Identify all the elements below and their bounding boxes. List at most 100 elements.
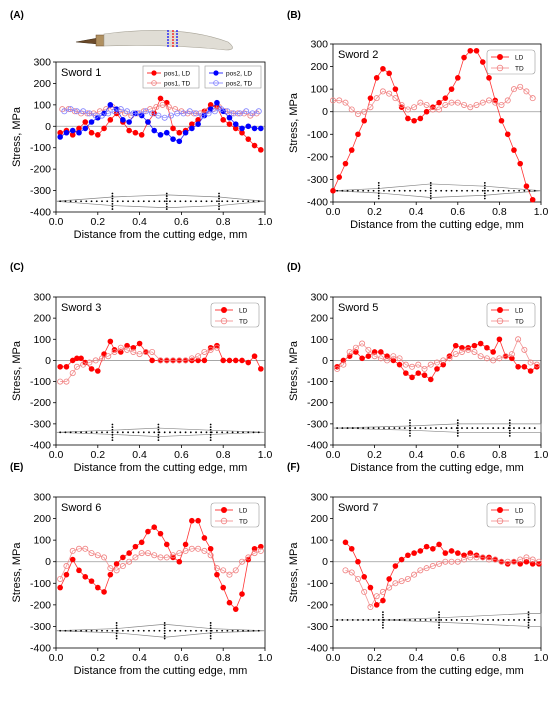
y-tick-label: 300 <box>310 39 328 51</box>
grain-dot-vertical <box>409 424 411 427</box>
data-point <box>90 110 97 117</box>
data-point <box>201 547 208 554</box>
data-point <box>348 147 355 153</box>
grain-dot <box>247 200 250 203</box>
data-point <box>392 86 399 92</box>
data-point <box>78 355 84 362</box>
grain-dot-vertical <box>456 427 459 429</box>
y-tick-label: 200 <box>33 313 51 325</box>
legend-label: pos2, LD <box>226 71 252 78</box>
data-point <box>423 543 430 550</box>
data-point <box>529 95 536 102</box>
x-tick-label: 0.4 <box>409 652 424 664</box>
data-point <box>182 547 189 554</box>
data-point <box>157 95 164 102</box>
data-point <box>130 110 137 117</box>
data-point <box>207 545 214 552</box>
grain-dot <box>106 431 109 434</box>
data-point <box>111 108 118 115</box>
grain-dot <box>351 189 354 192</box>
data-point <box>239 357 245 364</box>
grain-dot <box>367 619 370 621</box>
data-point <box>163 357 170 364</box>
grain-dot <box>476 189 479 192</box>
plot-frame <box>55 296 266 446</box>
data-point <box>342 99 349 106</box>
data-point <box>151 524 158 530</box>
grain-dot <box>64 629 67 632</box>
data-point <box>120 554 126 561</box>
grain-dot <box>148 431 150 434</box>
legend-label: LD <box>515 55 524 62</box>
grain-dot <box>221 200 224 203</box>
legend-box <box>486 302 536 328</box>
data-point <box>226 357 233 364</box>
grain-dot-vertical <box>163 624 166 627</box>
data-point <box>258 147 264 153</box>
data-point <box>57 134 63 140</box>
data-point <box>515 363 521 370</box>
grain-dot-vertical <box>382 624 384 627</box>
data-point <box>429 106 436 113</box>
data-point <box>182 129 189 136</box>
data-point <box>195 117 201 123</box>
grain-dot-vertical <box>483 182 486 184</box>
data-point <box>224 108 231 115</box>
grain-dot-vertical <box>218 205 220 208</box>
data-point <box>74 355 80 362</box>
data-point <box>226 121 233 127</box>
grain-dot-vertical <box>157 426 160 429</box>
legend-marker <box>221 507 227 513</box>
data-point <box>193 110 200 117</box>
data-point <box>411 571 418 578</box>
x-tick-label: 0.0 <box>49 216 64 228</box>
data-point <box>442 95 449 101</box>
data-point <box>157 554 164 561</box>
data-point <box>398 101 405 108</box>
grain-dot-vertical <box>157 428 160 431</box>
data-point <box>461 552 467 559</box>
data-point <box>107 102 114 108</box>
data-point <box>527 359 534 366</box>
grain-dot <box>419 619 422 621</box>
y-axis-label: Stress, MPa <box>288 340 300 401</box>
legend-marker <box>213 80 219 86</box>
data-point <box>529 196 536 203</box>
data-point <box>504 558 511 565</box>
grain-dot-vertical <box>163 637 166 640</box>
grain-dot <box>481 619 484 621</box>
data-point <box>159 101 166 108</box>
grain-dot <box>481 189 484 192</box>
data-point <box>94 552 101 559</box>
legend-label: pos1, TD <box>164 81 191 88</box>
grain-dot-vertical <box>163 629 166 632</box>
data-point <box>392 95 399 102</box>
grain-dot <box>367 189 370 192</box>
grain-dot <box>90 200 93 203</box>
data-point <box>236 110 243 117</box>
data-point <box>195 121 201 127</box>
data-point <box>101 125 107 132</box>
data-point <box>69 132 76 138</box>
data-point <box>258 366 264 372</box>
grain-dot-vertical <box>209 426 212 429</box>
data-point <box>157 357 164 364</box>
data-point <box>429 563 436 570</box>
data-point <box>239 558 246 565</box>
x-tick-label: 0.4 <box>409 206 424 218</box>
legend-label: TD <box>515 66 524 73</box>
grain-dot-vertical <box>209 423 212 426</box>
legend-marker <box>213 70 219 76</box>
data-point <box>258 125 264 132</box>
y-tick-label: -100 <box>307 578 328 590</box>
chart-title: Sword 6 <box>61 502 101 514</box>
grain-dot <box>409 619 411 621</box>
grain-dot <box>414 619 417 621</box>
y-tick-label: 300 <box>33 57 51 69</box>
data-point <box>230 110 237 117</box>
grain-dot-vertical <box>209 428 212 431</box>
y-axis-label: Stress, MPa <box>11 542 23 603</box>
data-point <box>157 530 164 537</box>
grain-dot <box>341 619 344 621</box>
x-tick-label: 0.0 <box>326 652 341 664</box>
